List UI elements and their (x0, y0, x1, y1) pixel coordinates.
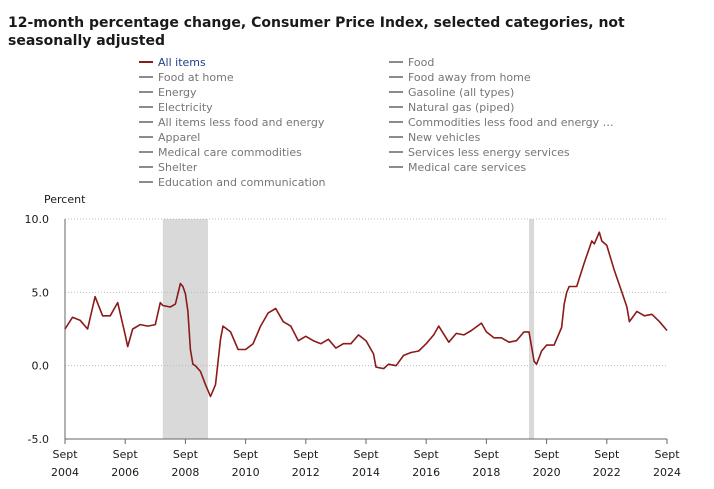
legend-swatch (139, 76, 153, 78)
legend-swatch (139, 136, 153, 138)
legend-swatch (139, 61, 153, 63)
x-tick-label: Sept (594, 448, 620, 461)
legend-item[interactable]: New vehicles (389, 131, 480, 145)
legend-swatch (139, 121, 153, 123)
legend-swatch (139, 106, 153, 108)
y-tick-label: 10.0 (25, 213, 50, 226)
legend-item[interactable]: Gasoline (all types) (389, 86, 514, 100)
legend-item[interactable]: Medical care commodities (139, 146, 302, 160)
legend-item[interactable]: Food (389, 56, 434, 70)
x-tick-label: Sept (173, 448, 199, 461)
legend-swatch (139, 181, 153, 183)
x-tick-label: Sept (474, 448, 500, 461)
x-tick-label: Sept (113, 448, 139, 461)
legend-swatch (389, 136, 403, 138)
legend-swatch (389, 76, 403, 78)
legend-swatch (139, 166, 153, 168)
series-line-all-items (64, 231, 668, 398)
legend-swatch (389, 61, 403, 63)
recession-band (529, 219, 535, 439)
legend-item[interactable]: Food at home (139, 71, 234, 85)
x-tick-label: 2004 (51, 466, 79, 479)
y-axis-label: Percent (44, 193, 86, 206)
x-tick-label: 2014 (352, 466, 380, 479)
x-tick-label: 2022 (593, 466, 621, 479)
x-tick-label: 2020 (533, 466, 561, 479)
x-tick-label: Sept (233, 448, 259, 461)
y-tick-label: 5.0 (32, 286, 50, 299)
y-tick-label: -5.0 (28, 433, 49, 446)
legend-swatch (139, 151, 153, 153)
legend-item[interactable]: Natural gas (piped) (389, 101, 514, 115)
x-tick-label: Sept (293, 448, 319, 461)
x-tick-label: 2018 (472, 466, 500, 479)
chart-title: 12-month percentage change, Consumer Pri… (8, 15, 625, 49)
legend-swatch (389, 106, 403, 108)
x-tick-label: Sept (534, 448, 560, 461)
legend-swatch (389, 166, 403, 168)
legend-item[interactable]: Food away from home (389, 71, 531, 85)
x-tick-label: 2012 (292, 466, 320, 479)
legend-swatch (389, 151, 403, 153)
legend-item[interactable]: Electricity (139, 101, 213, 115)
recession-band (162, 219, 208, 439)
legend-swatch (389, 91, 403, 93)
legend-item[interactable]: All items less food and energy (139, 116, 324, 130)
x-tick-label: 2016 (412, 466, 440, 479)
x-tick-label: 2010 (232, 466, 260, 479)
x-tick-label: 2008 (171, 466, 199, 479)
x-tick-label: 2024 (653, 466, 681, 479)
legend-item[interactable]: Medical care services (389, 161, 526, 175)
legend-item[interactable]: Energy (139, 86, 197, 100)
x-tick-label: Sept (353, 448, 379, 461)
legend-item[interactable]: All items (139, 56, 206, 70)
x-tick-label: Sept (52, 448, 78, 461)
legend-item[interactable]: Commodities less food and energy com... (389, 116, 618, 130)
x-tick-label: Sept (414, 448, 440, 461)
legend-swatch (389, 121, 403, 123)
legend-item[interactable]: Apparel (139, 131, 200, 145)
x-tick-label: Sept (654, 448, 680, 461)
legend-item[interactable]: Shelter (139, 161, 197, 175)
legend-item[interactable]: Education and communication (139, 176, 326, 190)
legend-swatch (139, 91, 153, 93)
legend-item[interactable]: Services less energy services (389, 146, 570, 160)
x-tick-label: 2006 (111, 466, 139, 479)
y-tick-label: 0.0 (32, 360, 50, 373)
